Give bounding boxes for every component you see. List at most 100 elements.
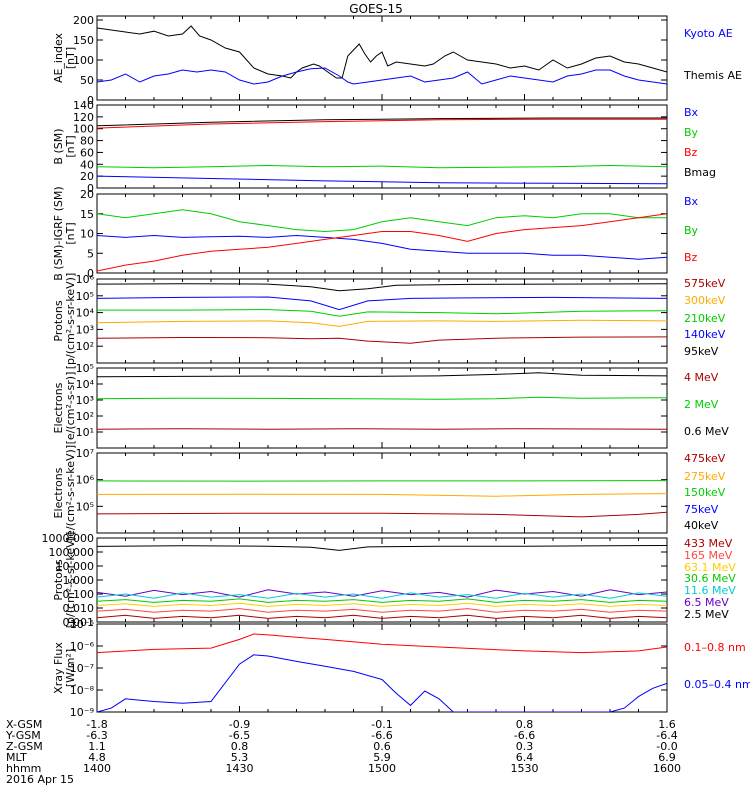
y-axis-title: [e/(cm²-s-sr-keV)] — [64, 445, 77, 541]
y-tick-label: 40 — [80, 158, 94, 171]
series-line-bz — [97, 213, 667, 272]
y-tick-label: 10² — [76, 410, 94, 423]
y-axis-title: [nT] — [64, 47, 77, 69]
series-group — [97, 480, 667, 518]
y-tick-label: 0.010 — [63, 602, 95, 615]
y-axis-title: Protons — [52, 559, 65, 600]
legend-entry: 210keV — [684, 312, 726, 325]
series-line-30-6-mev — [97, 598, 667, 603]
footer-row-value: 4.8 — [88, 751, 106, 764]
y-tick-label: 50 — [80, 74, 94, 87]
legend-entry: 150keV — [684, 486, 726, 499]
panel-frame — [96, 193, 668, 274]
legend-entry: 140keV — [684, 328, 726, 341]
footer-row-value: 0.3 — [516, 740, 534, 753]
panel-protons_mev: 0.0010.0100.1001.00010.000100.0001000.00… — [42, 532, 737, 629]
legend-entry: By — [684, 126, 699, 139]
footer-row-label: Z-GSM — [6, 740, 43, 753]
y-tick-label: 100 — [73, 123, 94, 136]
y-tick-label: 10⁴ — [76, 378, 95, 391]
series-line-300kev — [97, 319, 667, 327]
series-line-165-mev — [97, 608, 667, 613]
y-tick-label: 10² — [76, 340, 94, 353]
series-line-themis-ae — [97, 25, 667, 79]
series-line-0-1-0-8-nm — [97, 633, 667, 654]
y-tick-label: 15 — [80, 208, 94, 221]
series-line-bx — [97, 234, 667, 260]
y-tick-label: 0 — [87, 267, 94, 280]
y-axis-title: B (SM)-IGRF (SM) — [52, 186, 65, 280]
footer-row-value: 5.9 — [373, 751, 391, 764]
y-axis-title: Electrons — [52, 382, 65, 433]
panel-frame — [96, 623, 668, 713]
footer-row-label: X-GSM — [6, 718, 42, 731]
y-tick-label: 0.001 — [63, 616, 95, 629]
y-tick-label: 20 — [80, 188, 94, 201]
footer-row-value: 1430 — [226, 762, 254, 775]
series-line-2-mev — [97, 396, 667, 400]
y-tick-label: 80 — [80, 135, 94, 148]
footer-row-label: Y-GSM — [5, 729, 41, 742]
footer-row-value: -6.3 — [86, 729, 107, 742]
footer-row-value: -1.8 — [86, 718, 107, 731]
y-tick-label: 120 — [73, 111, 94, 124]
legend-entry: Bx — [684, 195, 699, 208]
y-tick-label: 10¹ — [76, 426, 94, 439]
footer-row-value: 0.8 — [231, 740, 249, 753]
series-group — [97, 25, 667, 85]
legend-entry: 165 MeV — [684, 549, 733, 562]
footer-date: 2016 Apr 15 — [6, 773, 74, 786]
legend-entry: 75keV — [684, 503, 719, 516]
series-group — [97, 545, 667, 619]
legend-entry: 275keV — [684, 470, 726, 483]
legend-entry: By — [684, 224, 699, 237]
series-group — [97, 117, 667, 185]
y-tick-label: 10⁴ — [76, 307, 95, 320]
panel-protons_mag: 10² 10³ 10⁴ 10⁵ 10⁶ Protons [p/(cm²-s-sr-keV)]… — [52, 273, 726, 370]
y-tick-label: 1.000 — [63, 574, 95, 587]
y-axis-title: Protons — [52, 300, 65, 341]
y-tick-label: 10⁻⁶ — [70, 640, 95, 653]
y-axis-title: AE_index — [52, 32, 65, 83]
panel-electrons_kev: 10⁵ 10⁶ 10⁷ Electrons [e/(cm²-s-sr-keV)] 475k… — [52, 445, 726, 541]
y-tick-label: 140 — [73, 99, 94, 112]
series-line-63-1-mev — [97, 602, 667, 607]
footer-row-value: 1500 — [368, 762, 396, 775]
panel-frame — [96, 367, 668, 449]
footer-row-value: -6.4 — [656, 729, 677, 742]
series-group — [97, 209, 667, 272]
series-line-by — [97, 209, 667, 233]
plot-title: GOES-15 — [349, 2, 403, 16]
y-tick-label: 1000.000 — [42, 532, 95, 545]
panel-frame — [96, 452, 668, 534]
y-tick-label: 10.000 — [56, 560, 95, 573]
panel-bgsm: 0 5 10 15 20 B (SM)-IGRF (SM) [nT] Bx By Bz — [52, 186, 699, 280]
series-group — [97, 283, 667, 344]
y-tick-label: 0 — [87, 94, 94, 107]
legend-entry: 575keV — [684, 277, 726, 290]
footer-row-value: -0.1 — [371, 718, 392, 731]
series-group — [97, 633, 667, 712]
series-line-bmag — [97, 117, 667, 127]
series-line-0-6-mev — [97, 372, 667, 378]
series-line-2-5-mev — [97, 545, 667, 551]
y-tick-label: 100 — [73, 54, 94, 67]
legend-entry: 11.6 MeV — [684, 584, 736, 597]
y-tick-label: 10⁻⁷ — [70, 662, 94, 675]
y-tick-label: 10⁶ — [76, 474, 95, 487]
y-axis-title: [p/(cm²-s-sr-keV)] — [64, 273, 77, 370]
legend-entry: 2 MeV — [684, 398, 719, 411]
y-tick-label: 10³ — [76, 394, 94, 407]
legend-entry: Bz — [684, 251, 698, 264]
series-line-by — [97, 164, 667, 169]
footer-row-value: -6.6 — [371, 729, 392, 742]
y-tick-label: 10³ — [76, 323, 94, 336]
panel-electrons_mev: 10¹ 10² 10³ 10⁴ 10⁵ Electrons [e/(cm²-s-sr)] 4 … — [52, 362, 729, 449]
y-tick-label: 5 — [87, 247, 94, 260]
y-axis-title: [p/(cm²-s-sr-keV)] — [64, 532, 77, 629]
legend-entry: 300keV — [684, 294, 726, 307]
legend-entry: 0.1–0.8 nm — [684, 641, 746, 654]
footer-row-value: 1530 — [511, 762, 539, 775]
